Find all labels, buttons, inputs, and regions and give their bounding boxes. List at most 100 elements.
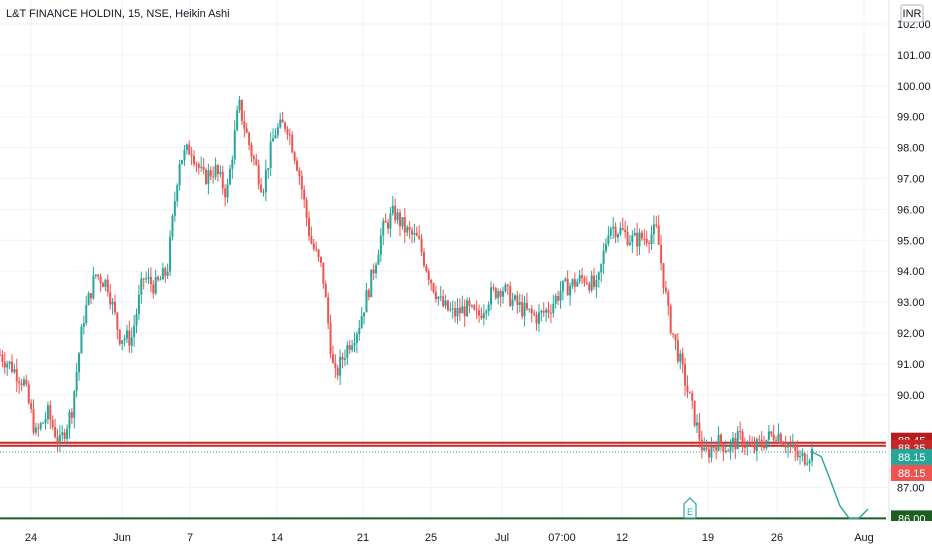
candle[interactable] (593, 267, 596, 291)
candle[interactable] (394, 198, 397, 224)
candle[interactable] (811, 443, 813, 467)
candle[interactable] (772, 424, 775, 443)
candle[interactable] (559, 281, 562, 309)
candle[interactable] (209, 166, 212, 181)
candle[interactable] (564, 276, 567, 283)
candle[interactable] (358, 319, 361, 341)
candle[interactable] (190, 146, 193, 166)
candle[interactable] (624, 220, 627, 239)
candle[interactable] (679, 349, 682, 370)
candle[interactable] (523, 295, 526, 327)
candle[interactable] (73, 390, 76, 429)
candle[interactable] (27, 380, 30, 405)
candle[interactable] (422, 248, 425, 269)
candle[interactable] (648, 240, 651, 254)
candle[interactable] (415, 226, 418, 237)
candle[interactable] (70, 408, 73, 425)
candle[interactable] (379, 227, 382, 263)
candle[interactable] (578, 269, 581, 285)
candle[interactable] (121, 340, 124, 351)
candle[interactable] (753, 436, 756, 454)
candle[interactable] (621, 217, 624, 231)
candle[interactable] (667, 289, 670, 316)
candle[interactable] (787, 441, 790, 458)
candle[interactable] (46, 401, 49, 424)
candle[interactable] (133, 315, 136, 347)
candle[interactable] (236, 105, 239, 132)
candle[interactable] (480, 307, 483, 320)
candle[interactable] (799, 449, 802, 465)
candle[interactable] (351, 339, 354, 353)
candle[interactable] (228, 164, 231, 186)
candle[interactable] (576, 278, 579, 288)
candle[interactable] (240, 99, 243, 125)
candle[interactable] (468, 297, 471, 314)
candle[interactable] (331, 345, 334, 364)
candle[interactable] (142, 277, 145, 290)
candle[interactable] (698, 412, 701, 448)
candle[interactable] (109, 284, 112, 310)
candle[interactable] (746, 440, 749, 456)
candle[interactable] (298, 167, 301, 185)
candle[interactable] (660, 234, 663, 271)
candle[interactable] (384, 213, 387, 223)
candle[interactable] (32, 399, 35, 436)
candle[interactable] (154, 269, 157, 296)
candle[interactable] (341, 352, 344, 369)
candle[interactable] (66, 424, 69, 447)
candle[interactable] (686, 375, 689, 398)
candle[interactable] (808, 458, 811, 472)
candle[interactable] (44, 411, 47, 430)
candle[interactable] (233, 120, 236, 165)
candle[interactable] (557, 290, 560, 306)
candle[interactable] (540, 309, 543, 322)
candle[interactable] (322, 262, 325, 289)
candle[interactable] (413, 223, 416, 243)
candle[interactable] (782, 440, 785, 446)
candle[interactable] (193, 150, 196, 168)
candle[interactable] (255, 153, 258, 166)
candle[interactable] (779, 432, 782, 446)
candle[interactable] (717, 426, 720, 452)
candle[interactable] (715, 440, 718, 460)
candle[interactable] (58, 425, 61, 453)
candle[interactable] (226, 178, 229, 204)
candle[interactable] (22, 376, 25, 388)
candle[interactable] (90, 292, 93, 305)
candle[interactable] (18, 376, 21, 394)
candle[interactable] (638, 228, 641, 256)
candle[interactable] (530, 305, 533, 323)
candle[interactable] (535, 311, 538, 331)
candle[interactable] (176, 183, 179, 207)
candle[interactable] (605, 238, 608, 254)
candle[interactable] (672, 333, 675, 338)
candle[interactable] (147, 268, 150, 284)
candle[interactable] (705, 439, 708, 452)
candle[interactable] (729, 439, 732, 460)
candle[interactable] (25, 374, 28, 387)
candle[interactable] (643, 229, 646, 246)
candle[interactable] (343, 349, 346, 366)
candle[interactable] (300, 170, 303, 200)
candle[interactable] (545, 307, 548, 322)
candle[interactable] (521, 294, 524, 320)
candle[interactable] (509, 281, 512, 308)
candle[interactable] (741, 429, 744, 453)
candle[interactable] (329, 314, 332, 359)
candle[interactable] (449, 302, 452, 313)
candle[interactable] (128, 320, 131, 353)
candle[interactable] (49, 400, 52, 430)
candle[interactable] (760, 431, 763, 452)
candle[interactable] (264, 159, 267, 202)
candle[interactable] (454, 301, 457, 323)
candle[interactable] (633, 228, 636, 237)
candle[interactable] (61, 425, 64, 442)
candle[interactable] (537, 304, 540, 332)
candle[interactable] (775, 436, 778, 443)
candle[interactable] (125, 324, 128, 344)
candle[interactable] (655, 216, 658, 229)
candle[interactable] (722, 443, 725, 461)
candle[interactable] (743, 437, 746, 455)
candle[interactable] (377, 249, 380, 266)
